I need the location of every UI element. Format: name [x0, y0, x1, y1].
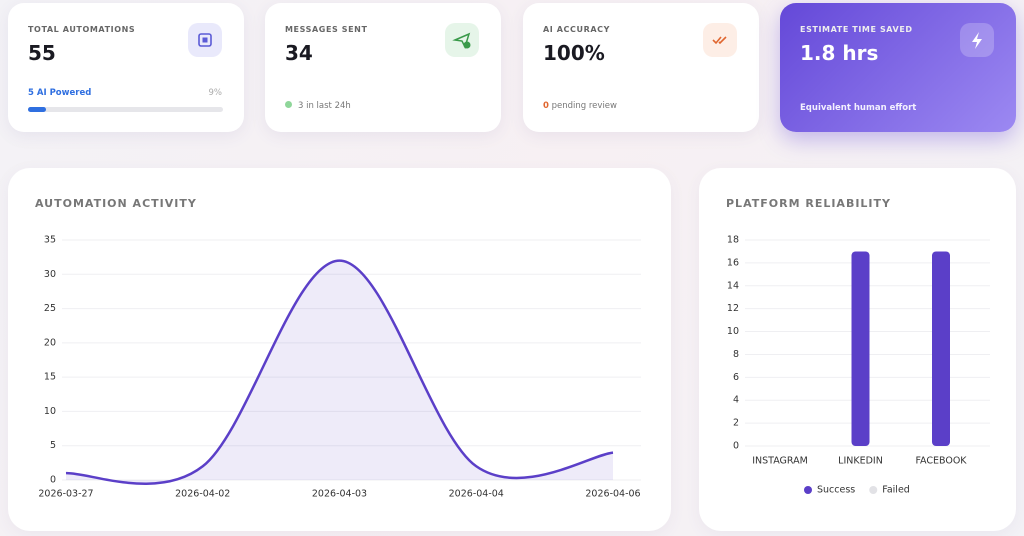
progress-bar [28, 107, 46, 112]
y-tick-label: 4 [733, 395, 739, 406]
card-note: 0 pending review [543, 101, 617, 111]
y-tick-label: 14 [727, 280, 739, 291]
card-note: Equivalent human effort [800, 103, 917, 113]
y-tick-label: 0 [733, 441, 739, 452]
note-count: 0 [543, 101, 549, 111]
bar [851, 251, 870, 446]
card-value: 55 [28, 41, 56, 65]
stat-card: ESTIMATE TIME SAVED 1.8 hrs Equivalent h… [780, 3, 1016, 132]
y-tick-label: 2 [733, 418, 739, 429]
progress-track [28, 107, 223, 112]
x-tick-label: 2026-04-04 [449, 489, 504, 500]
card-icon [703, 23, 737, 57]
bar [932, 251, 950, 446]
chart-title: PLATFORM RELIABILITY [726, 197, 891, 210]
card-value: 1.8 hrs [800, 41, 879, 65]
y-tick-label: 8 [733, 349, 739, 360]
area [66, 260, 613, 484]
line [65, 259, 614, 485]
y-tick-label: 18 [727, 235, 739, 246]
progress-label: 9% [208, 88, 223, 98]
x-tick-label: LINKEDIN [838, 456, 883, 467]
y-tick-label: 6 [733, 372, 739, 383]
x-tick-label: 2026-03-27 [38, 489, 93, 500]
legend-label: Success [817, 485, 855, 496]
x-tick-label: FACEBOOK [915, 456, 967, 467]
legend-label: Failed [882, 485, 910, 496]
x-tick-label: 2026-04-03 [312, 489, 367, 500]
card-label: TOTAL AUTOMATIONS [28, 25, 136, 34]
note-text: pending review [551, 101, 617, 111]
y-tick-label: 25 [44, 303, 56, 314]
legend-swatch [804, 486, 812, 494]
chart-title: AUTOMATION ACTIVITY [35, 197, 197, 210]
y-tick-label: 20 [44, 337, 56, 348]
card-value: 34 [285, 41, 313, 65]
stat-card: AI ACCURACY 100% 0 pending review [523, 3, 759, 132]
stat-card: MESSAGES SENT 34 3 in last 24h [265, 3, 501, 132]
x-tick-label: 2026-04-02 [175, 489, 230, 500]
note-text: 3 in last 24h [298, 101, 351, 111]
x-tick-label: 2026-04-06 [585, 489, 640, 500]
legend-swatch [869, 486, 878, 494]
y-tick-label: 35 [44, 235, 56, 246]
card-icon [445, 23, 479, 57]
y-tick-label: 16 [727, 257, 739, 268]
x-tick-label: INSTAGRAM [752, 456, 808, 467]
status-dot [285, 101, 292, 108]
card-label: AI ACCURACY [543, 25, 610, 34]
card-label: MESSAGES SENT [285, 25, 368, 34]
y-tick-label: 0 [50, 475, 56, 486]
y-tick-label: 10 [44, 406, 56, 417]
card-note: 5 AI Powered [28, 88, 92, 98]
card-note: 3 in last 24h [285, 101, 351, 111]
y-tick-label: 12 [727, 303, 739, 314]
stat-card: TOTAL AUTOMATIONS 55 5 AI Powered 9% [8, 3, 244, 132]
card-icon [188, 23, 222, 57]
y-tick-label: 5 [50, 440, 56, 451]
card-value: 100% [543, 41, 605, 65]
y-tick-label: 15 [44, 372, 56, 383]
y-tick-label: 30 [44, 269, 56, 280]
card-icon [960, 23, 994, 57]
card-label: ESTIMATE TIME SAVED [800, 25, 913, 34]
y-tick-label: 10 [727, 326, 739, 337]
